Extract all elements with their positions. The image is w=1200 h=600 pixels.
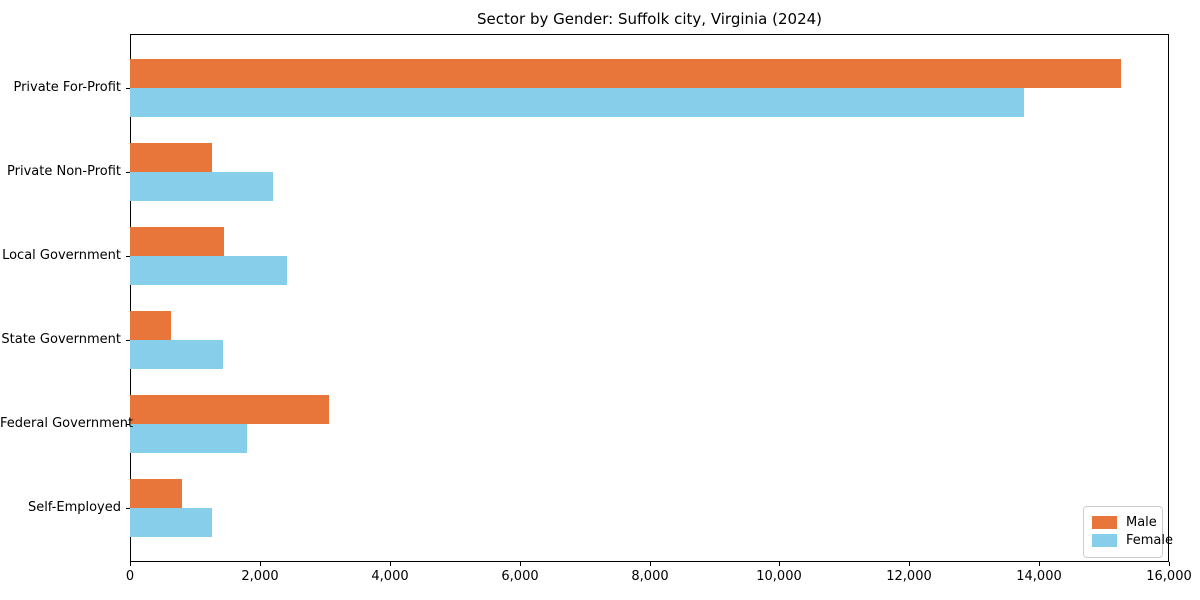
y-tick-label-state-government: State Government xyxy=(1,332,121,347)
x-tick-label-12000: 12,000 xyxy=(886,569,932,584)
chart-title: Sector by Gender: Suffolk city, Virginia… xyxy=(476,10,823,28)
bar-male-local-government xyxy=(130,227,224,256)
bar-male-private-non-profit xyxy=(130,143,212,172)
bar-female-private-non-profit xyxy=(130,172,273,201)
bar-female-self-employed xyxy=(130,508,212,537)
y-tick-label-local-government: Local Government xyxy=(2,248,121,263)
y-tick-state-government xyxy=(126,340,130,341)
x-tick-10000 xyxy=(779,562,780,566)
x-tick-label-8000: 8,000 xyxy=(631,569,669,584)
plot-area xyxy=(130,34,1169,562)
y-tick-label-private-non-profit: Private Non-Profit xyxy=(7,164,121,179)
x-tick-16000 xyxy=(1169,562,1170,566)
x-tick-4000 xyxy=(390,562,391,566)
x-tick-label-2000: 2,000 xyxy=(241,569,279,584)
bar-male-self-employed xyxy=(130,479,182,508)
x-tick-label-10000: 10,000 xyxy=(756,569,802,584)
y-tick-private-for-profit xyxy=(126,88,130,89)
bar-male-state-government xyxy=(130,311,171,340)
bar-female-federal-government xyxy=(130,424,247,453)
legend: Male Female xyxy=(1083,506,1173,558)
legend-label-male: Male xyxy=(1126,515,1157,530)
female-color-swatch xyxy=(1092,534,1117,547)
bar-female-state-government xyxy=(130,340,223,369)
x-tick-label-0: 0 xyxy=(125,569,135,584)
y-tick-federal-government xyxy=(126,424,130,425)
legend-item-male: Male xyxy=(1092,515,1157,530)
y-tick-label-federal-government: Federal Government xyxy=(0,416,134,431)
y-tick-label-private-for-profit: Private For-Profit xyxy=(13,80,121,95)
x-tick-label-4000: 4,000 xyxy=(371,569,409,584)
bar-male-private-for-profit xyxy=(130,59,1121,88)
legend-label-female: Female xyxy=(1126,533,1174,548)
x-tick-label-14000: 14,000 xyxy=(1016,569,1062,584)
y-tick-private-non-profit xyxy=(126,172,130,173)
y-tick-self-employed xyxy=(126,508,130,509)
bar-male-federal-government xyxy=(130,395,329,424)
x-tick-2000 xyxy=(260,562,261,566)
bar-female-private-for-profit xyxy=(130,88,1024,117)
x-tick-8000 xyxy=(650,562,651,566)
x-tick-12000 xyxy=(909,562,910,566)
x-tick-0 xyxy=(130,562,131,566)
bar-female-local-government xyxy=(130,256,287,285)
x-tick-14000 xyxy=(1039,562,1040,566)
y-tick-local-government xyxy=(126,256,130,257)
male-color-swatch xyxy=(1092,516,1117,529)
x-tick-label-6000: 6,000 xyxy=(501,569,539,584)
x-tick-6000 xyxy=(520,562,521,566)
y-tick-label-self-employed: Self-Employed xyxy=(27,500,121,515)
x-tick-label-16000: 16,000 xyxy=(1146,569,1192,584)
legend-item-female: Female xyxy=(1092,533,1173,548)
